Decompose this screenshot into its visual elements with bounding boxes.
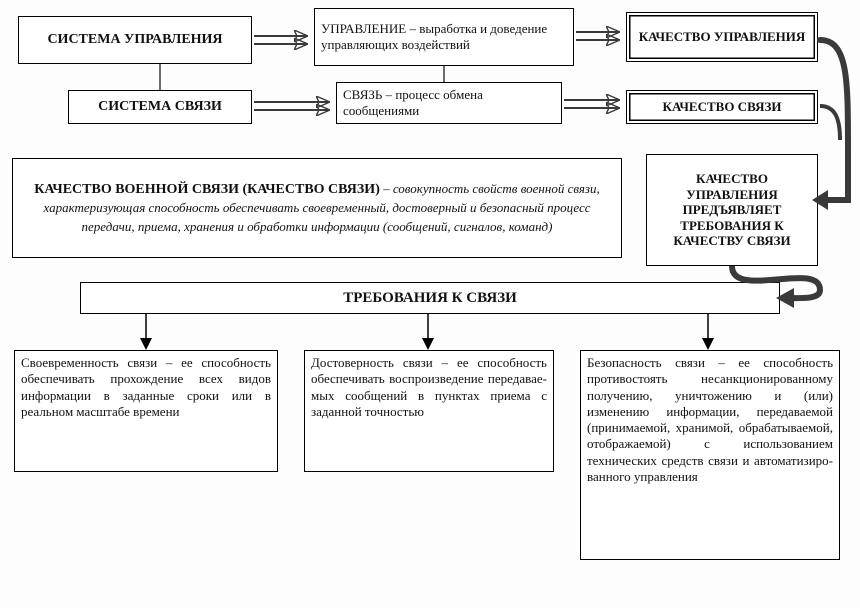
- big-arrow-right-top: [820, 40, 848, 200]
- requirements-header-label: ТРЕБОВАНИЯ К СВЯЗИ: [343, 289, 517, 308]
- comm-quality-box: КАЧЕСТВО СВЯЗИ: [626, 90, 818, 124]
- arrow-to-security: [702, 314, 714, 350]
- arrow-comm-proc-to-qual: [564, 100, 618, 108]
- arrow-comm-sys-to-proc: [254, 102, 328, 110]
- mgmt-process-box: УПРАВЛЕНИЕ – выработка и доведение управ…: [314, 8, 574, 66]
- comm-system-label: СИСТЕМА СВЯЗИ: [98, 98, 222, 116]
- quality-definition-box: КАЧЕСТВО ВОЕННОЙ СВЯЗИ (КАЧЕСТВО СВЯЗИ) …: [12, 158, 622, 258]
- comm-process-box: СВЯЗЬ – процесс обме­на сообщениями: [336, 82, 562, 124]
- mgmt-quality-label: КАЧЕСТВО УПРАВЛЕНИЯ: [639, 29, 806, 45]
- mgmt-quality-requires-text: КАЧЕСТВО УПРАВЛЕНИЯ ПРЕДЪЯВЛЯЕТ ТРЕБОВАН…: [653, 171, 811, 249]
- comm-quality-label: КАЧЕСТВО СВЯЗИ: [663, 99, 782, 115]
- timeliness-text: Своевременность связи – ее спо­собность …: [21, 355, 271, 420]
- mgmt-system-box: СИСТЕМА УПРАВЛЕНИЯ: [18, 16, 252, 64]
- arrow-mgmt-sys-to-proc: [254, 36, 306, 44]
- timeliness-box: Своевременность связи – ее спо­собность …: [14, 350, 278, 472]
- arrow-mgmt-proc-to-qual: [576, 32, 618, 40]
- quality-definition-wrapper: КАЧЕСТВО ВОЕННОЙ СВЯЗИ (КАЧЕСТВО СВЯЗИ) …: [23, 180, 611, 237]
- security-text: Безопасность связи – ее спо­собность про…: [587, 355, 833, 485]
- requirements-header-box: ТРЕБОВАНИЯ К СВЯЗИ: [80, 282, 780, 314]
- mgmt-quality-requires-box: КАЧЕСТВО УПРАВЛЕНИЯ ПРЕДЪЯВЛЯЕТ ТРЕБОВАН…: [646, 154, 818, 266]
- arrow-to-timeliness: [140, 314, 152, 350]
- security-box: Безопасность связи – ее спо­собность про…: [580, 350, 840, 560]
- mgmt-process-text: УПРАВЛЕНИЕ – выработка и доведение управ…: [321, 21, 567, 52]
- mgmt-system-label: СИСТЕМА УПРАВЛЕНИЯ: [47, 31, 222, 49]
- arrow-comm-qual-merge: [820, 106, 840, 140]
- quality-definition-title: КАЧЕСТВО ВОЕННОЙ СВЯЗИ (КАЧЕСТВО СВЯЗИ): [34, 182, 380, 197]
- arrow-to-reliability: [422, 314, 434, 350]
- reliability-box: Достоверность связи – ее способность обе…: [304, 350, 554, 472]
- reliability-text: Достоверность связи – ее способность обе…: [311, 355, 547, 420]
- comm-system-box: СИСТЕМА СВЯЗИ: [68, 90, 252, 124]
- comm-process-text: СВЯЗЬ – процесс обме­на сообщениями: [343, 87, 555, 118]
- mgmt-quality-box: КАЧЕСТВО УПРАВЛЕНИЯ: [626, 12, 818, 62]
